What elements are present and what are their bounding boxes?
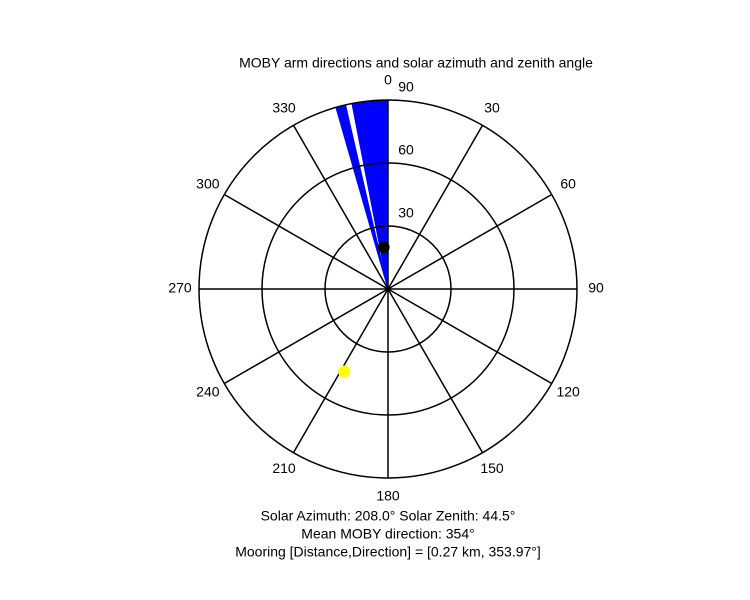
r-tick-label: 90 xyxy=(398,79,414,95)
grid-spoke xyxy=(292,124,389,290)
chart-title: MOBY arm directions and solar azimuth an… xyxy=(239,55,593,71)
annotation: Mooring [Distance,Direction] = [0.27 km,… xyxy=(235,544,541,560)
theta-tick-label: 210 xyxy=(272,460,296,476)
grid-spoke xyxy=(387,124,484,290)
theta-tick-label: 60 xyxy=(560,176,576,192)
r-tick-label: 30 xyxy=(398,205,414,221)
theta-tick-label: 120 xyxy=(556,384,580,400)
theta-tick-label: 300 xyxy=(196,176,220,192)
theta-tick-label: 90 xyxy=(588,280,604,296)
theta-tick-label: 0 xyxy=(384,72,392,88)
annotation: Mean MOBY direction: 354° xyxy=(301,526,474,542)
grid-spoke xyxy=(223,193,389,290)
theta-tick-label: 150 xyxy=(480,460,504,476)
theta-tick-label: 180 xyxy=(376,488,400,504)
grid-spoke xyxy=(223,288,389,385)
point xyxy=(377,241,390,254)
point xyxy=(338,365,351,378)
theta-tick-label: 240 xyxy=(196,384,220,400)
theta-tick-label: 330 xyxy=(272,100,296,116)
grid-spoke xyxy=(387,288,484,454)
theta-tick-label: 270 xyxy=(168,280,192,296)
theta-tick-label: 30 xyxy=(484,100,500,116)
annotation: Solar Azimuth: 208.0° Solar Zenith: 44.5… xyxy=(261,508,516,524)
grid-spoke xyxy=(387,193,553,290)
r-tick-label: 60 xyxy=(398,142,414,158)
grid-spoke xyxy=(387,288,553,385)
